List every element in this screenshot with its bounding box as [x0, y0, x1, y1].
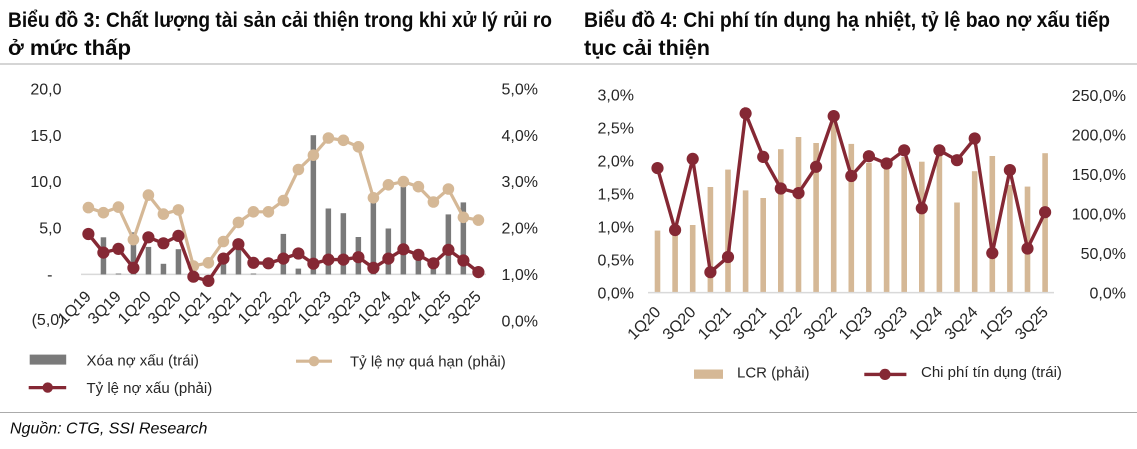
svg-text:1Q25: 1Q25	[415, 288, 455, 328]
svg-text:1Q24: 1Q24	[907, 304, 947, 344]
svg-text:3Q25: 3Q25	[1012, 304, 1052, 344]
svg-text:3Q22: 3Q22	[801, 304, 841, 344]
svg-text:3Q24: 3Q24	[385, 288, 425, 328]
svg-text:(5,0): (5,0)	[32, 312, 65, 329]
svg-text:100,0%: 100,0%	[1072, 207, 1126, 224]
svg-text:2,0%: 2,0%	[502, 221, 538, 238]
svg-text:0,0%: 0,0%	[1090, 285, 1126, 302]
svg-text:Tỷ lệ nợ quá hạn (phải): Tỷ lệ nợ quá hạn (phải)	[350, 354, 506, 371]
svg-text:1,0%: 1,0%	[598, 219, 634, 236]
svg-text:1Q20: 1Q20	[115, 288, 155, 328]
svg-text:1Q20: 1Q20	[625, 304, 665, 344]
svg-text:3Q24: 3Q24	[942, 304, 982, 344]
svg-text:3,0%: 3,0%	[598, 88, 634, 105]
svg-text:20,0: 20,0	[30, 81, 61, 98]
svg-text:Biểu đồ 3: Chất lượng tài sản: Biểu đồ 3: Chất lượng tài sản cải thiện …	[8, 9, 552, 32]
svg-text:3Q19: 3Q19	[85, 288, 125, 328]
svg-text:Xóa nợ xấu (trái): Xóa nợ xấu (trái)	[87, 352, 199, 369]
svg-text:3Q25: 3Q25	[445, 288, 485, 328]
svg-text:2,5%: 2,5%	[598, 121, 634, 138]
svg-text:Nguồn: CTG, SSI Research: Nguồn: CTG, SSI Research	[10, 421, 208, 438]
svg-text:1,0%: 1,0%	[502, 267, 538, 284]
svg-text:0,0%: 0,0%	[598, 285, 634, 302]
svg-text:LCR (phải): LCR (phải)	[737, 365, 810, 382]
svg-text:5,0%: 5,0%	[502, 81, 538, 98]
svg-text:200,0%: 200,0%	[1072, 128, 1126, 145]
svg-text:10,0: 10,0	[30, 174, 61, 191]
svg-text:1Q23: 1Q23	[295, 288, 335, 328]
svg-text:-: -	[47, 267, 52, 284]
svg-text:3Q20: 3Q20	[145, 288, 185, 328]
svg-text:5,0: 5,0	[39, 221, 61, 238]
svg-text:ở mức thấp: ở mức thấp	[8, 37, 131, 60]
svg-text:150,0%: 150,0%	[1072, 167, 1126, 184]
svg-text:50,0%: 50,0%	[1081, 246, 1126, 263]
svg-text:15,0: 15,0	[30, 128, 61, 145]
svg-text:1Q22: 1Q22	[766, 304, 806, 344]
svg-text:1Q25: 1Q25	[977, 304, 1017, 344]
svg-text:3Q20: 3Q20	[660, 304, 700, 344]
svg-text:4,0%: 4,0%	[502, 128, 538, 145]
svg-text:1Q19: 1Q19	[55, 288, 95, 328]
svg-text:1,5%: 1,5%	[598, 187, 634, 204]
svg-text:3Q21: 3Q21	[730, 304, 770, 344]
svg-text:2,0%: 2,0%	[598, 154, 634, 171]
svg-text:0,5%: 0,5%	[598, 252, 634, 269]
svg-text:1Q22: 1Q22	[235, 288, 275, 328]
svg-text:0,0%: 0,0%	[502, 314, 538, 331]
svg-text:3Q23: 3Q23	[325, 288, 365, 328]
svg-text:3Q22: 3Q22	[265, 288, 305, 328]
svg-text:3,0%: 3,0%	[502, 174, 538, 191]
svg-text:Biểu đồ 4: Chi phí tín dụng hạ: Biểu đồ 4: Chi phí tín dụng hạ nhiệt, tỷ…	[584, 9, 1110, 32]
svg-text:tục cải thiện: tục cải thiện	[584, 37, 710, 60]
svg-text:Chi phí tín dụng (trái): Chi phí tín dụng (trái)	[921, 364, 1062, 381]
svg-text:1Q24: 1Q24	[355, 288, 395, 328]
svg-text:1Q21: 1Q21	[175, 288, 215, 328]
svg-text:250,0%: 250,0%	[1072, 88, 1126, 105]
svg-text:3Q21: 3Q21	[205, 288, 245, 328]
svg-text:1Q23: 1Q23	[836, 304, 876, 344]
svg-text:Tỷ lệ nợ xấu (phải): Tỷ lệ nợ xấu (phải)	[87, 380, 213, 397]
svg-text:1Q21: 1Q21	[695, 304, 735, 344]
svg-text:3Q23: 3Q23	[871, 304, 911, 344]
